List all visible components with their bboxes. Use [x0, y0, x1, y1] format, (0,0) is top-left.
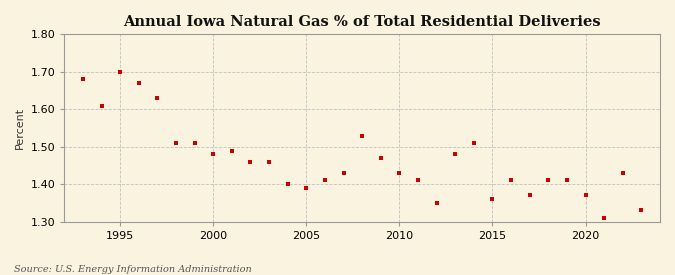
Point — [431, 201, 442, 205]
Point — [264, 160, 275, 164]
Point — [412, 178, 423, 183]
Point — [208, 152, 219, 156]
Point — [301, 186, 312, 190]
Point — [357, 133, 368, 138]
Point — [562, 178, 572, 183]
Y-axis label: Percent: Percent — [15, 107, 25, 149]
Point — [580, 193, 591, 198]
Point — [543, 178, 554, 183]
Point — [487, 197, 498, 201]
Text: Source: U.S. Energy Information Administration: Source: U.S. Energy Information Administ… — [14, 265, 251, 274]
Point — [468, 141, 479, 145]
Point — [338, 171, 349, 175]
Point — [524, 193, 535, 198]
Point — [599, 216, 610, 220]
Point — [618, 171, 628, 175]
Point — [450, 152, 460, 156]
Point — [134, 81, 144, 85]
Point — [96, 103, 107, 108]
Point — [171, 141, 182, 145]
Point — [152, 96, 163, 100]
Point — [394, 171, 405, 175]
Point — [636, 208, 647, 213]
Point — [506, 178, 516, 183]
Point — [319, 178, 330, 183]
Point — [227, 148, 238, 153]
Point — [282, 182, 293, 186]
Title: Annual Iowa Natural Gas % of Total Residential Deliveries: Annual Iowa Natural Gas % of Total Resid… — [124, 15, 601, 29]
Point — [245, 160, 256, 164]
Point — [189, 141, 200, 145]
Point — [78, 77, 88, 81]
Point — [375, 156, 386, 160]
Point — [115, 70, 126, 74]
